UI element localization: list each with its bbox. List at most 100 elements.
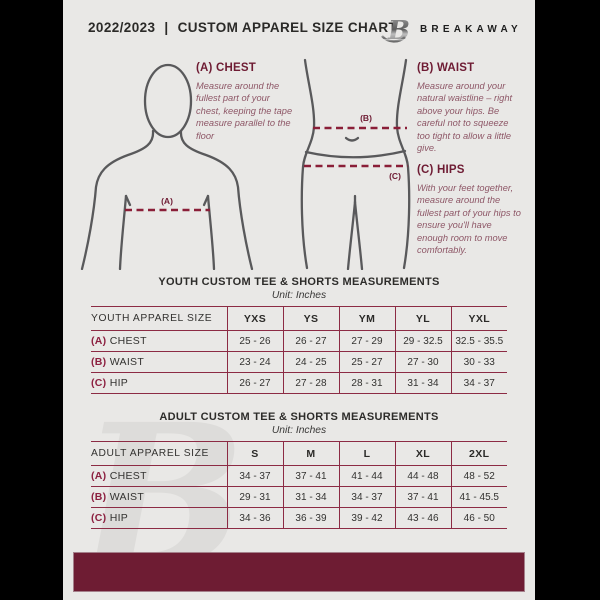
table-row: (C) HIP 26 - 27 27 - 28 28 - 31 31 - 34 … (91, 372, 507, 394)
table-row: (B) WAIST 23 - 24 24 - 25 25 - 27 27 - 3… (91, 351, 507, 373)
cell-value: 31 - 34 (394, 372, 451, 394)
cell-value: 28 - 31 (338, 372, 395, 394)
season-text: 2022/2023 (88, 20, 156, 35)
cell-value: 29 - 32.5 (394, 330, 451, 352)
row-name: HIP (109, 377, 129, 389)
cell-value: 41 - 45.5 (450, 486, 507, 508)
cell-value: 36 - 39 (282, 507, 339, 529)
waist-instruction-heading: (B) WAIST (417, 62, 475, 74)
size-column-header: YXS (226, 306, 283, 331)
cell-value: 39 - 42 (338, 507, 395, 529)
size-column-header: S (226, 441, 283, 466)
cell-value: 43 - 46 (394, 507, 451, 529)
brand-logo-group: B BREAKAWAY (379, 13, 522, 45)
size-column-header: YL (394, 306, 451, 331)
cell-value: 24 - 25 (282, 351, 339, 373)
waist-marker-label: (B) (360, 113, 372, 123)
cell-value: 34 - 37 (226, 465, 283, 487)
cell-value: 30 - 33 (450, 351, 507, 373)
size-column-header: YXL (450, 306, 507, 331)
hips-marker-label: (C) (389, 171, 401, 181)
size-column-header: XL (394, 441, 451, 466)
cell-value: 27 - 29 (338, 330, 395, 352)
row-key: (A) (91, 335, 107, 347)
footer-accent-bar (73, 552, 525, 592)
row-key: (C) (91, 377, 107, 389)
table-row: (B) WAIST 29 - 31 31 - 34 34 - 37 37 - 4… (91, 486, 507, 508)
row-name: HIP (109, 512, 129, 524)
waist-instruction: (B) WAIST Measure around your natural wa… (417, 62, 517, 155)
cell-value: 32.5 - 35.5 (450, 330, 507, 352)
page-title: CUSTOM APPAREL SIZE CHART (177, 20, 398, 35)
waist-instruction-text: Measure around your natural waistline – … (417, 81, 513, 154)
youth-size-row-header: YOUTH APPAREL SIZE (91, 313, 213, 324)
table-header-row: ADULT APPAREL SIZE S M L XL 2XL (91, 441, 507, 466)
row-name: CHEST (109, 470, 147, 482)
row-name: CHEST (109, 335, 147, 347)
cell-value: 25 - 27 (338, 351, 395, 373)
hips-instruction-text: With your feet together, measure around … (417, 183, 521, 256)
youth-section-title: YOUTH CUSTOM TEE & SHORTS MEASUREMENTS (158, 276, 440, 288)
cell-value: 44 - 48 (394, 465, 451, 487)
table-row: (A) CHEST 25 - 26 26 - 27 27 - 29 29 - 3… (91, 330, 507, 352)
size-column-header: YS (282, 306, 339, 331)
brand-name: BREAKAWAY (420, 23, 522, 35)
row-key: (C) (91, 512, 107, 524)
row-key: (A) (91, 470, 107, 482)
size-column-header: M (282, 441, 339, 466)
cell-value: 41 - 44 (338, 465, 395, 487)
chest-marker-label: (A) (161, 196, 173, 206)
row-label: (C) HIP (91, 373, 227, 394)
cell-value: 37 - 41 (394, 486, 451, 508)
cell-value: 31 - 34 (282, 486, 339, 508)
size-column-header: YM (338, 306, 395, 331)
chest-instruction-heading: (A) CHEST (196, 62, 256, 74)
cell-value: 34 - 37 (450, 372, 507, 394)
row-label: (A) CHEST (91, 466, 227, 487)
cell-value: 48 - 52 (450, 465, 507, 487)
cell-value: 34 - 37 (338, 486, 395, 508)
hips-instruction: (C) HIPS With your feet together, measur… (417, 164, 525, 257)
chest-instruction: (A) CHEST Measure around the fullest par… (196, 62, 297, 142)
adult-size-row-header: ADULT APPAREL SIZE (91, 448, 210, 459)
size-column-header: 2XL (450, 441, 507, 466)
row-label: (C) HIP (91, 508, 227, 529)
header-divider: | (164, 20, 169, 35)
cell-value: 29 - 31 (226, 486, 283, 508)
lower-body-figure: (B) (C) (300, 58, 411, 270)
navel-mark (344, 136, 360, 142)
cell-value: 27 - 28 (282, 372, 339, 394)
cell-value: 23 - 24 (226, 351, 283, 373)
waistband-curve (304, 149, 407, 159)
breakaway-b-logo-icon: B (381, 16, 410, 45)
document-header: 2022/2023 | CUSTOM APPAREL SIZE CHART (88, 20, 397, 35)
row-name: WAIST (109, 356, 145, 368)
cell-value: 37 - 41 (282, 465, 339, 487)
table-row: (C) HIP 34 - 36 36 - 39 39 - 42 43 - 46 … (91, 507, 507, 529)
size-chart-document: 2022/2023 | CUSTOM APPAREL SIZE CHART B … (63, 0, 535, 600)
row-label: (B) WAIST (91, 487, 227, 508)
adult-section-unit: Unit: Inches (271, 425, 327, 436)
table-header-row: YOUTH APPAREL SIZE YXS YS YM YL YXL (91, 306, 507, 331)
row-key: (B) (91, 356, 107, 368)
row-key: (B) (91, 491, 107, 503)
row-label: (A) CHEST (91, 331, 227, 352)
adult-section-title: ADULT CUSTOM TEE & SHORTS MEASUREMENTS (159, 411, 439, 423)
row-name: WAIST (109, 491, 145, 503)
adult-size-table: ADULT APPAREL SIZE S M L XL 2XL (A) CHES… (91, 441, 507, 529)
upper-body-figure: (A) (80, 63, 254, 270)
hips-instruction-heading: (C) HIPS (417, 164, 465, 176)
table-row: (A) CHEST 34 - 37 37 - 41 41 - 44 44 - 4… (91, 465, 507, 487)
cell-value: 34 - 36 (226, 507, 283, 529)
chest-instruction-text: Measure around the fullest part of your … (196, 81, 293, 141)
figure-head (143, 63, 193, 139)
cell-value: 25 - 26 (226, 330, 283, 352)
cell-value: 27 - 30 (394, 351, 451, 373)
cell-value: 46 - 50 (450, 507, 507, 529)
youth-size-table: YOUTH APPAREL SIZE YXS YS YM YL YXL (A) … (91, 306, 507, 394)
youth-section-unit: Unit: Inches (271, 290, 327, 301)
size-column-header: L (338, 441, 395, 466)
row-label: (B) WAIST (91, 352, 227, 373)
cell-value: 26 - 27 (282, 330, 339, 352)
